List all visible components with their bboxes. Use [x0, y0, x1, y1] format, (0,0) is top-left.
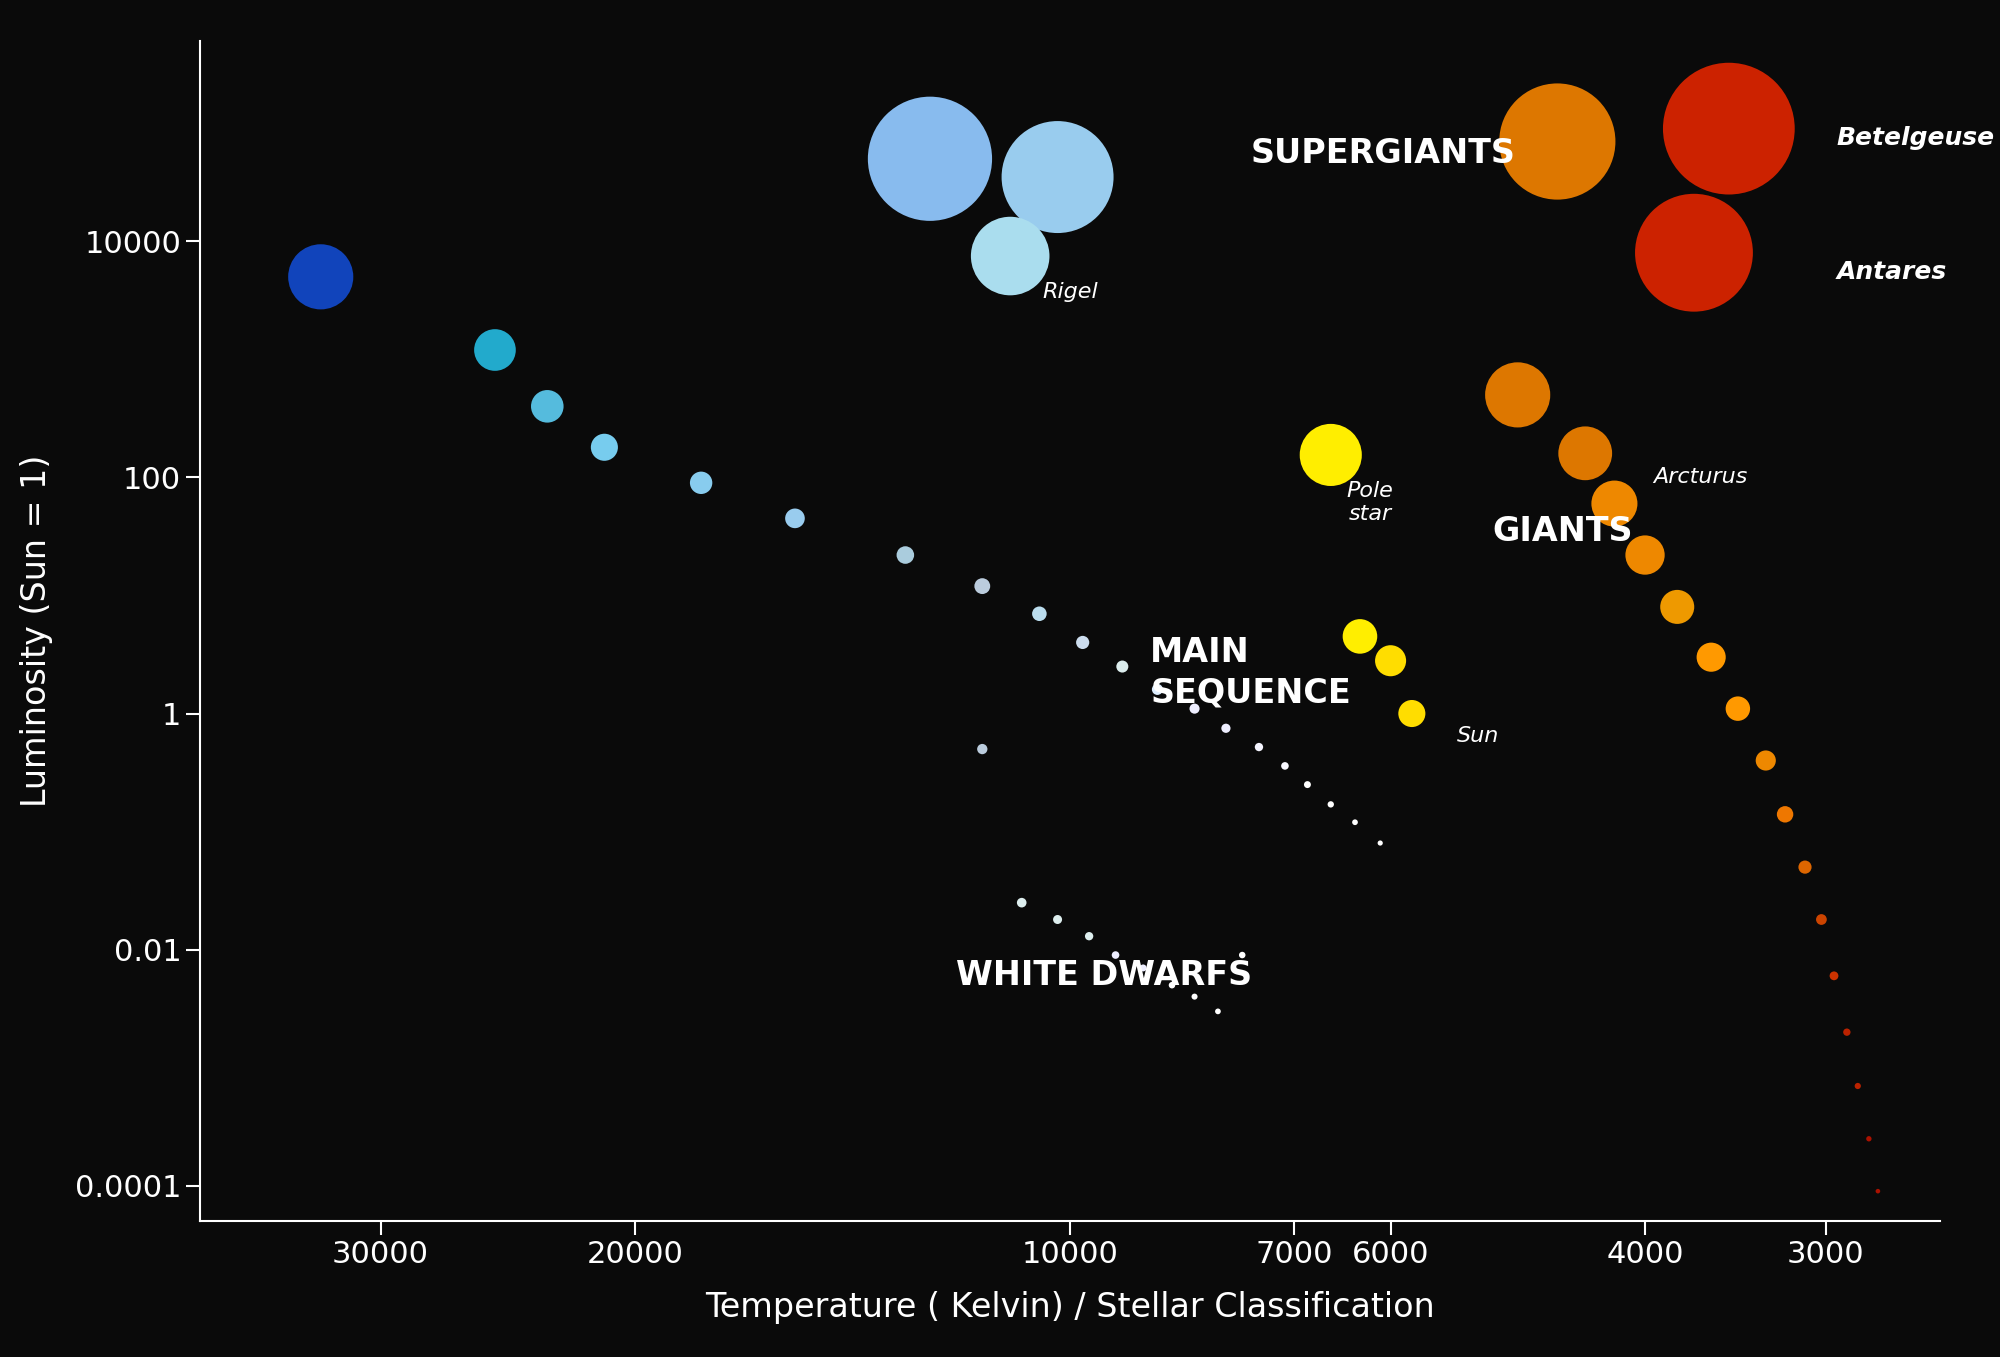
- Point: [914, 148, 946, 170]
- Point: [966, 575, 998, 597]
- Point: [1344, 626, 1376, 647]
- Point: [1598, 493, 1630, 514]
- Text: WHITE DWARFS: WHITE DWARFS: [956, 959, 1252, 992]
- Point: [1570, 442, 1602, 464]
- Point: [478, 339, 510, 361]
- Text: Pole
star: Pole star: [1346, 482, 1394, 524]
- Point: [304, 266, 336, 288]
- Point: [1268, 754, 1300, 776]
- Point: [1042, 166, 1074, 187]
- Point: [1862, 1181, 1894, 1202]
- Point: [1106, 655, 1138, 677]
- Text: GIANTS: GIANTS: [1492, 514, 1634, 548]
- Point: [1128, 957, 1160, 978]
- Point: [686, 472, 718, 494]
- Y-axis label: Luminosity (Sun = 1): Luminosity (Sun = 1): [20, 455, 52, 807]
- Point: [1750, 749, 1782, 771]
- Point: [1722, 697, 1754, 719]
- Point: [1712, 118, 1744, 140]
- Point: [1806, 909, 1838, 931]
- Point: [966, 738, 998, 760]
- Point: [1242, 737, 1274, 759]
- Point: [1066, 631, 1098, 653]
- Point: [1100, 944, 1132, 966]
- Text: Arcturus: Arcturus: [1652, 467, 1748, 487]
- Point: [1818, 965, 1850, 987]
- Point: [890, 544, 922, 566]
- Point: [1142, 678, 1174, 700]
- Text: SUPERGIANTS: SUPERGIANTS: [1250, 137, 1516, 171]
- Point: [1790, 856, 1822, 878]
- Text: Betelgeuse: Betelgeuse: [1836, 126, 1994, 151]
- Point: [1178, 697, 1210, 719]
- Point: [1696, 646, 1728, 668]
- Point: [1314, 444, 1346, 465]
- Point: [1662, 596, 1694, 617]
- Point: [588, 437, 620, 459]
- Text: MAIN
SEQUENCE: MAIN SEQUENCE: [1150, 636, 1350, 710]
- Point: [1396, 703, 1428, 725]
- Point: [1178, 985, 1210, 1007]
- Point: [1374, 650, 1406, 672]
- Point: [1202, 1000, 1234, 1022]
- Point: [1042, 909, 1074, 931]
- Point: [1338, 811, 1370, 833]
- Text: Antares: Antares: [1836, 261, 1946, 284]
- Point: [1024, 603, 1056, 624]
- Point: [532, 395, 564, 417]
- Point: [1852, 1128, 1884, 1149]
- Point: [1678, 242, 1710, 263]
- Point: [1210, 718, 1242, 740]
- Text: Rigel: Rigel: [1042, 282, 1098, 303]
- Point: [1830, 1022, 1862, 1044]
- Point: [1542, 130, 1574, 152]
- Point: [1630, 544, 1662, 566]
- Point: [1842, 1075, 1874, 1096]
- Point: [1156, 974, 1188, 996]
- Point: [1074, 925, 1106, 947]
- X-axis label: Temperature ( Kelvin) / Stellar Classification: Temperature ( Kelvin) / Stellar Classifi…: [706, 1292, 1434, 1324]
- Point: [994, 246, 1026, 267]
- Point: [778, 508, 810, 529]
- Point: [1314, 794, 1346, 816]
- Point: [1364, 832, 1396, 854]
- Point: [1770, 803, 1802, 825]
- Point: [1006, 892, 1038, 913]
- Point: [1226, 944, 1258, 966]
- Text: Sun: Sun: [1456, 726, 1500, 745]
- Point: [1502, 384, 1534, 406]
- Point: [1292, 773, 1324, 795]
